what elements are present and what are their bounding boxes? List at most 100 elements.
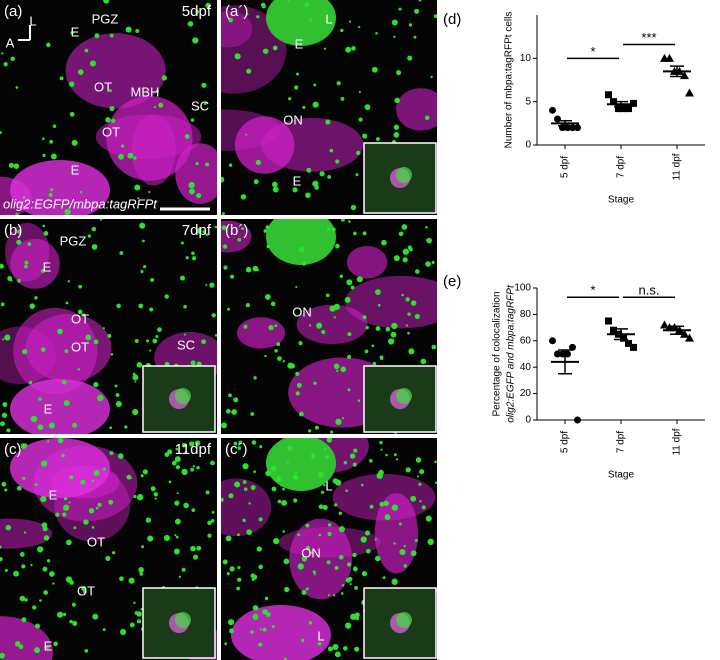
cell — [23, 531, 27, 534]
cell — [330, 430, 334, 434]
cell — [402, 257, 408, 263]
cell — [341, 417, 344, 420]
image-panel: (c´) L ON L — [221, 438, 437, 660]
cell — [20, 443, 27, 449]
cell — [70, 31, 74, 35]
cell — [85, 334, 92, 341]
cell — [333, 363, 340, 370]
cell — [326, 438, 333, 443]
cell — [288, 97, 292, 101]
cell — [284, 586, 290, 593]
cell — [155, 89, 159, 93]
cell — [174, 534, 177, 537]
cell — [38, 397, 42, 401]
cell — [29, 303, 36, 309]
cell — [190, 467, 195, 472]
cell — [48, 192, 53, 197]
cell — [295, 371, 300, 376]
cell — [343, 646, 348, 651]
stage-label: 5dpf — [182, 3, 212, 20]
cell — [325, 454, 330, 460]
cell — [394, 97, 401, 104]
cell — [43, 230, 49, 236]
cell — [314, 425, 319, 430]
inset-cell — [396, 388, 412, 404]
cell — [262, 48, 269, 54]
cell — [314, 185, 319, 190]
image-panel: (b) 7dpf PGZ E OT OT SC E — [0, 219, 217, 434]
cell — [77, 69, 84, 75]
cell — [136, 362, 143, 368]
region-label: ON — [292, 304, 312, 319]
cell — [105, 555, 111, 562]
data-point — [685, 88, 694, 97]
cell — [347, 332, 352, 337]
cell — [42, 224, 46, 228]
cell — [181, 442, 187, 448]
cell — [393, 255, 400, 262]
region-label: PGZ — [92, 11, 119, 26]
micrograph — [221, 219, 437, 434]
cell — [345, 489, 348, 492]
cell — [410, 550, 417, 557]
cell — [365, 325, 369, 330]
cell — [282, 487, 285, 491]
cell — [42, 566, 48, 572]
cell — [150, 278, 155, 282]
y-axis-label: olig2:EGFP and mbpa:tagRFPt — [506, 284, 517, 423]
cell — [52, 582, 55, 585]
cell — [67, 280, 71, 283]
cell — [0, 545, 2, 549]
cell — [227, 307, 231, 311]
panel-label: (d) — [443, 11, 461, 28]
cell — [174, 518, 181, 525]
cell — [385, 326, 391, 332]
cell — [116, 303, 121, 309]
cell — [0, 263, 4, 269]
cell — [119, 251, 124, 255]
cell — [332, 644, 339, 650]
cell — [344, 296, 351, 303]
cell — [327, 594, 330, 597]
cell — [282, 530, 286, 533]
cell — [256, 546, 262, 552]
cell — [385, 453, 388, 457]
cell — [190, 545, 196, 552]
cell — [414, 313, 421, 319]
cell — [46, 559, 51, 563]
cell — [329, 148, 334, 153]
cell — [142, 239, 145, 243]
inset-cell — [175, 388, 191, 404]
cell — [125, 26, 132, 33]
cell — [163, 534, 171, 542]
cell — [415, 269, 420, 274]
cell — [64, 349, 69, 354]
cell — [393, 131, 400, 138]
cell — [384, 514, 391, 520]
cell — [181, 468, 188, 476]
cell — [42, 526, 48, 532]
cell — [183, 502, 189, 509]
cell — [207, 520, 212, 526]
cell — [97, 394, 104, 402]
cell — [425, 515, 432, 522]
cell — [369, 458, 373, 463]
cell — [236, 586, 241, 591]
cell — [298, 246, 305, 253]
cell — [391, 504, 399, 511]
cell — [364, 104, 371, 111]
cell — [167, 449, 173, 455]
cell — [62, 612, 67, 617]
lens — [266, 219, 336, 265]
cell — [228, 493, 234, 499]
region-label: E — [49, 487, 58, 502]
cell — [393, 124, 400, 130]
data-point — [665, 53, 674, 62]
cell — [398, 231, 404, 237]
cell — [42, 153, 46, 158]
eye — [10, 160, 110, 215]
cell — [322, 504, 328, 510]
cell — [401, 224, 408, 230]
cell — [89, 60, 97, 67]
cell — [84, 649, 89, 653]
